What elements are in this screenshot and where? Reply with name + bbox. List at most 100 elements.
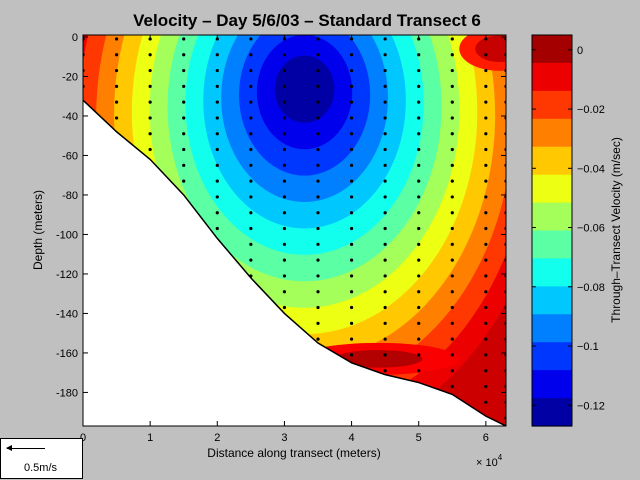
measurement-point — [349, 147, 354, 152]
measurement-point — [450, 147, 454, 152]
measurement-point — [316, 68, 320, 73]
measurement-point — [450, 53, 454, 57]
colorbar-tick-label: −0.02 — [577, 104, 605, 116]
measurement-point — [450, 100, 454, 104]
x-tick-label: 1 — [147, 432, 153, 444]
measurement-point — [450, 195, 454, 199]
measurement-point — [349, 116, 354, 120]
measurement-point — [215, 211, 219, 215]
measurement-point — [148, 84, 152, 88]
colorbar-label: Through–Transect Velocity (m/sec) — [609, 137, 623, 323]
measurement-point — [484, 305, 488, 310]
measurement-point — [249, 116, 253, 120]
measurement-point — [484, 53, 488, 57]
measurement-point — [484, 274, 488, 278]
measurement-point — [450, 258, 454, 262]
colorbar-band — [532, 370, 572, 399]
measurement-point — [148, 147, 152, 152]
measurement-point — [182, 84, 186, 88]
colorbar-band — [532, 174, 572, 204]
measurement-point — [349, 211, 354, 215]
x-axis-label: Distance along transect (meters) — [207, 446, 380, 460]
measurement-point — [316, 211, 320, 215]
measurement-point — [383, 100, 387, 104]
measurement-point — [282, 242, 287, 246]
measurement-point — [249, 132, 253, 136]
measurement-point — [114, 84, 119, 88]
measurement-point — [417, 258, 421, 262]
measurement-point — [383, 369, 387, 373]
measurement-point — [417, 321, 421, 325]
measurement-point — [450, 290, 454, 294]
measurement-point — [282, 179, 287, 183]
measurement-point — [349, 226, 354, 231]
measurement-point — [450, 369, 454, 373]
x-axis: 0 1 2 3 4 5 6 — [80, 35, 489, 444]
measurement-point — [417, 353, 421, 357]
y-tick-label: 0 — [72, 32, 78, 44]
measurement-point — [484, 100, 488, 104]
y-axis: 0 -20 -40 -60 -80 -100 -120 -140 -160 -180 — [56, 32, 506, 399]
measurement-point — [316, 305, 320, 310]
measurement-point — [282, 147, 287, 152]
measurement-point — [215, 147, 219, 152]
measurement-point — [450, 274, 454, 278]
measurement-point — [417, 84, 421, 88]
measurement-point — [215, 132, 219, 136]
measurement-point — [484, 353, 488, 357]
colorbar-tick-label: −0.08 — [577, 282, 605, 294]
measurement-point — [114, 116, 119, 120]
measurement-point — [249, 211, 253, 215]
measurement-point — [417, 179, 421, 183]
measurement-point — [249, 147, 253, 152]
measurement-point — [484, 258, 488, 262]
measurement-point — [383, 258, 387, 262]
chart-title: Velocity – Day 5/6/03 – Standard Transec… — [133, 11, 481, 30]
measurement-point — [182, 68, 186, 73]
measurement-point — [450, 337, 454, 341]
measurement-point — [383, 353, 387, 357]
colorbar-tick-label: −0.1 — [577, 341, 599, 353]
colorbar: 0 −0.02 −0.04 −0.06 −0.08 −0.1 −0.12 — [531, 34, 605, 427]
y-tick-label: -120 — [56, 269, 78, 281]
measurement-point — [316, 53, 320, 57]
y-tick-label: -160 — [56, 348, 78, 360]
measurement-point — [484, 369, 488, 373]
colorbar-band — [532, 90, 572, 120]
measurement-point — [484, 337, 488, 341]
measurement-point — [148, 100, 152, 104]
colorbar-band — [532, 35, 572, 64]
measurement-point — [249, 258, 253, 262]
measurement-point — [316, 337, 320, 341]
y-tick-label: -100 — [56, 229, 78, 241]
measurement-point — [417, 274, 421, 278]
measurement-point — [383, 242, 387, 246]
colorbar-tick-label: −0.12 — [577, 400, 605, 412]
measurement-point — [182, 132, 186, 136]
measurement-point — [383, 337, 387, 341]
measurement-point — [249, 274, 253, 278]
x-tick-label: 6 — [483, 432, 489, 444]
measurement-point — [450, 305, 454, 310]
measurement-point — [215, 163, 219, 167]
x-tick-label: 0 — [80, 432, 86, 444]
measurement-point — [484, 179, 488, 183]
measurement-point — [349, 242, 354, 246]
measurement-point — [484, 211, 488, 215]
measurement-point — [316, 195, 320, 199]
measurement-point — [417, 369, 421, 373]
measurement-point — [316, 84, 320, 88]
measurement-point — [282, 163, 287, 167]
measurement-point — [484, 163, 488, 167]
measurement-point — [215, 100, 219, 104]
measurement-point — [249, 226, 253, 231]
measurement-point — [114, 100, 119, 104]
measurement-point — [249, 179, 253, 183]
y-tick-label: -60 — [62, 150, 78, 162]
measurement-point — [282, 274, 287, 278]
measurement-point — [114, 53, 119, 57]
measurement-point — [349, 321, 354, 325]
measurement-point — [148, 116, 152, 120]
measurement-point — [249, 195, 253, 199]
measurement-point — [282, 68, 287, 73]
